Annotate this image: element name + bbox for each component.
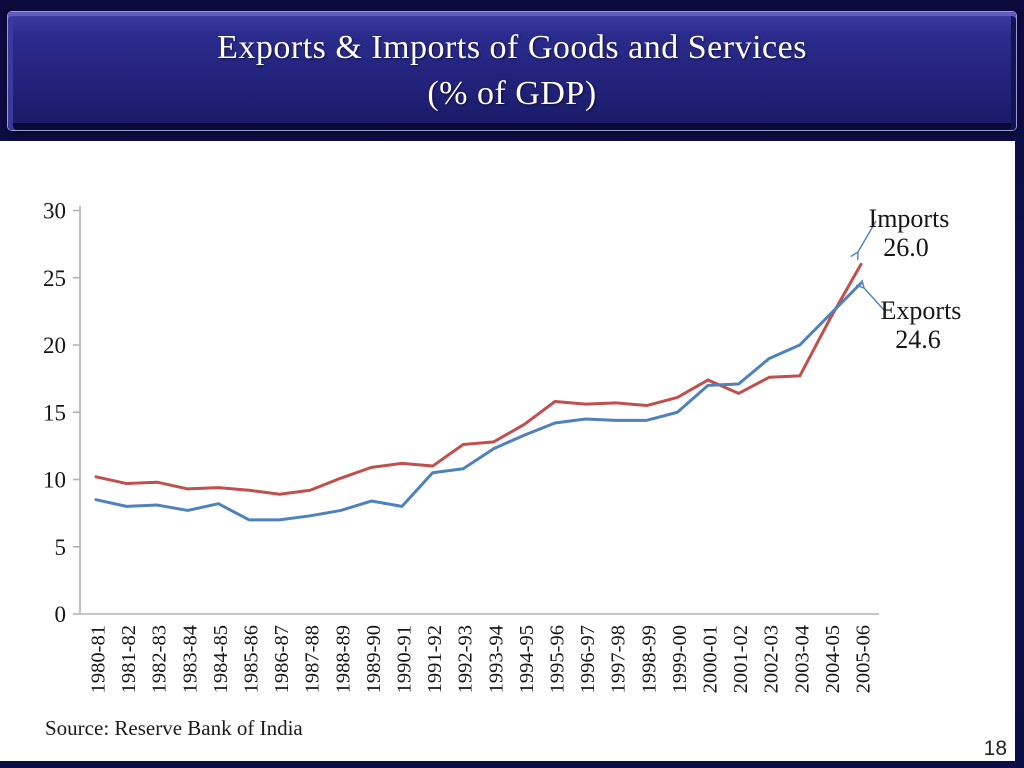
exports-line bbox=[94, 281, 863, 522]
x-tick-label: 1984-85 bbox=[210, 625, 232, 693]
x-tick-label: 1985-86 bbox=[241, 625, 263, 693]
imports-annotation-label: Imports bbox=[869, 204, 950, 233]
x-tick-label: 1983-84 bbox=[179, 625, 201, 693]
y-tick-label: 5 bbox=[55, 535, 67, 560]
y-tick-label: 30 bbox=[43, 199, 66, 224]
x-tick-label: 1998-99 bbox=[638, 625, 660, 693]
x-tick-label: 1997-98 bbox=[608, 625, 630, 693]
x-tick-label: 1981-82 bbox=[118, 625, 140, 693]
imports-line bbox=[94, 262, 863, 496]
x-tick-label: 1996-97 bbox=[577, 625, 599, 693]
x-tick-label: 1999-00 bbox=[669, 625, 691, 693]
x-tick-label: 1982-83 bbox=[149, 625, 171, 693]
x-tick-label: 1989-90 bbox=[363, 625, 385, 693]
x-tick-label: 1992-93 bbox=[455, 625, 477, 693]
x-tick-label: 2005-06 bbox=[853, 625, 875, 693]
x-tick-label: 2002-03 bbox=[761, 625, 783, 693]
x-tick-label: 1991-92 bbox=[424, 625, 446, 693]
y-tick-label: 25 bbox=[43, 266, 66, 291]
x-tick-label: 2004-05 bbox=[822, 625, 844, 693]
x-tick-label: 1987-88 bbox=[302, 625, 324, 693]
x-tick-label: 1988-89 bbox=[332, 625, 354, 693]
y-tick-label: 20 bbox=[43, 333, 66, 358]
x-tick-label: 2003-04 bbox=[791, 625, 813, 693]
x-tick-label: 1990-91 bbox=[394, 625, 416, 693]
x-tick-label: 2000-01 bbox=[700, 625, 722, 693]
x-tick-label: 1980-81 bbox=[88, 625, 110, 693]
x-tick-label: 1993-94 bbox=[485, 625, 507, 693]
imports-annotation-value: 26.0 bbox=[883, 233, 929, 262]
chart-panel bbox=[0, 141, 1015, 761]
page-number: 18 bbox=[983, 737, 1007, 760]
y-tick-label: 10 bbox=[43, 468, 66, 493]
x-tick-label: 1995-96 bbox=[547, 625, 569, 693]
slide-title-line1: Exports & Imports of Goods and Services bbox=[217, 29, 807, 66]
x-tick-label: 1994-95 bbox=[516, 625, 538, 693]
exports-annotation-label: Exports bbox=[881, 296, 962, 325]
source-note: Source: Reserve Bank of India bbox=[45, 716, 303, 740]
y-tick-label: 0 bbox=[55, 602, 67, 627]
exports-annotation-value: 24.6 bbox=[895, 325, 941, 354]
x-tick-label: 1986-87 bbox=[271, 625, 293, 693]
y-tick-label: 15 bbox=[43, 400, 66, 425]
slide-title-bar: Exports & Imports of Goods and Services … bbox=[8, 12, 1016, 130]
slide-title-line2: (% of GDP) bbox=[427, 75, 597, 112]
exports-annotation-arrow-icon bbox=[864, 288, 885, 311]
x-tick-label: 2001-02 bbox=[730, 625, 752, 693]
imports-annotation-arrow-icon bbox=[858, 220, 877, 252]
